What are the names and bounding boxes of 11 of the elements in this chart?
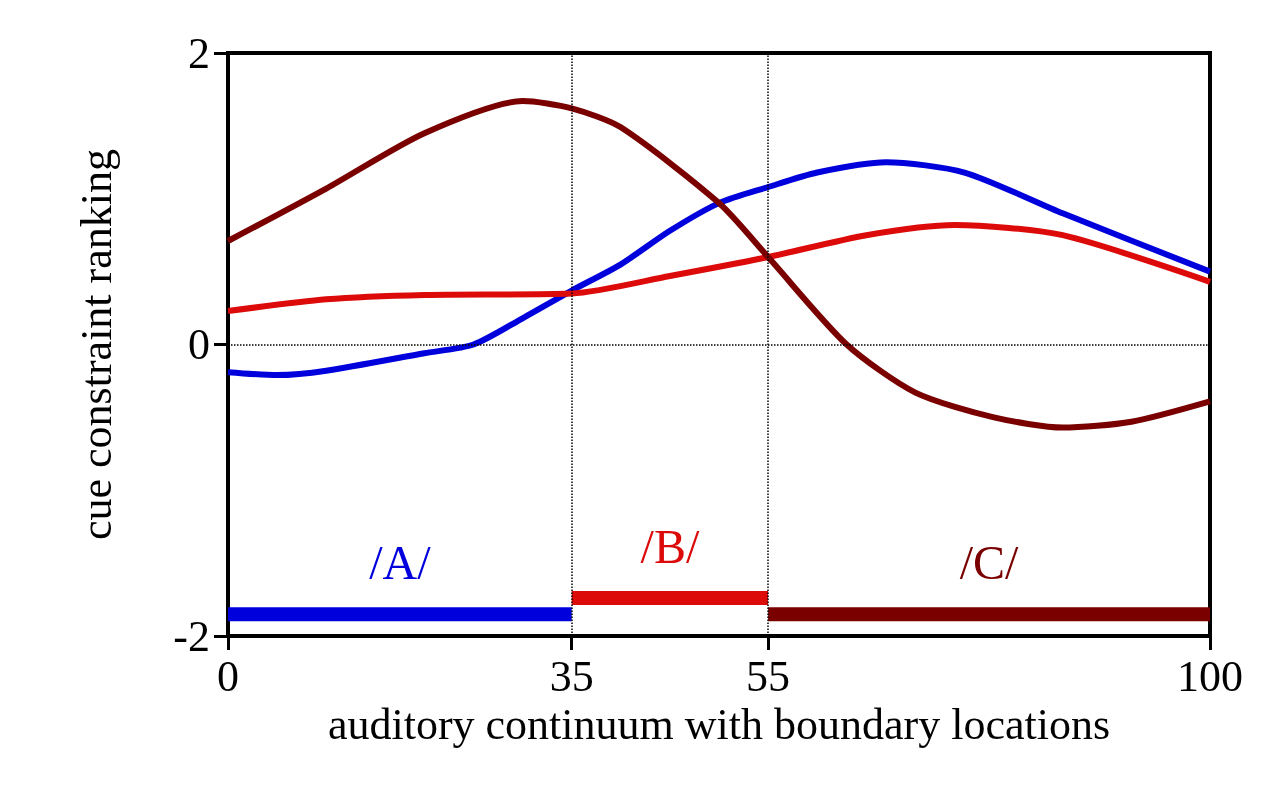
annotation: /A/ xyxy=(369,535,432,589)
annotation: /C/ xyxy=(959,535,1020,589)
y-axis-title: cue constraint ranking xyxy=(71,149,121,540)
y-tick-label: 0 xyxy=(188,320,210,369)
y-tick-label: 2 xyxy=(188,28,210,78)
y-tick-label: -2 xyxy=(173,611,210,661)
x-axis-title: auditory continuum with boundary locations xyxy=(327,700,1111,750)
x-tick-label: 100 xyxy=(1177,651,1243,701)
x-tick-label: 35 xyxy=(549,651,594,701)
x-tick-label: 55 xyxy=(746,651,791,701)
annotation: /B/ xyxy=(640,519,700,573)
